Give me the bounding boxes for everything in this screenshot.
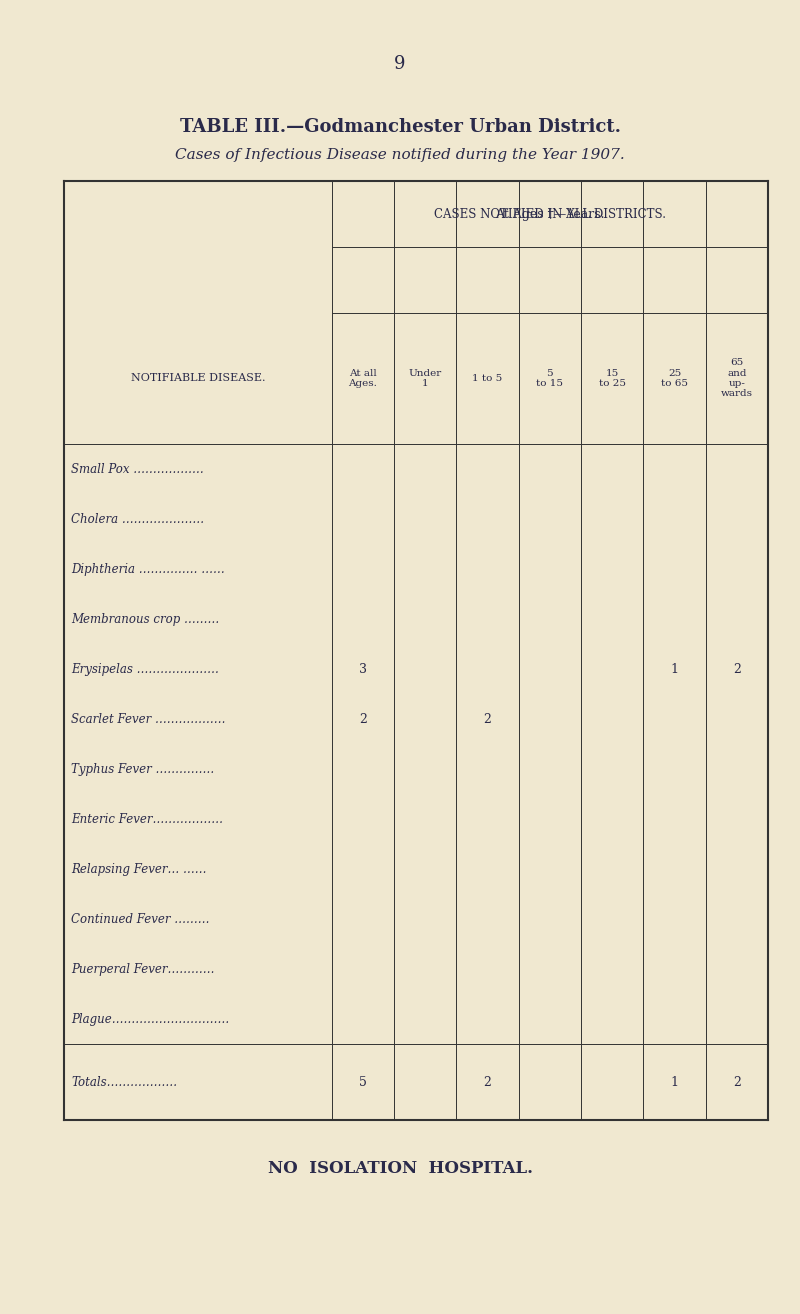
Text: Plague…………………………: Plague………………………… [71, 1013, 230, 1026]
Text: At Ages †—Years.: At Ages †—Years. [495, 208, 605, 221]
Text: 5
to 15: 5 to 15 [536, 369, 563, 388]
Text: At all
Ages.: At all Ages. [348, 369, 377, 388]
Text: 25
to 65: 25 to 65 [661, 369, 688, 388]
Text: 2: 2 [733, 1075, 741, 1088]
Text: TABLE III.—Godmanchester Urban District.: TABLE III.—Godmanchester Urban District. [179, 118, 621, 137]
Text: Continued Fever ………: Continued Fever ……… [71, 913, 210, 926]
Text: Cases of Infectious Disease notified during the Year 1907.: Cases of Infectious Disease notified dur… [175, 148, 625, 163]
Text: 5: 5 [358, 1075, 366, 1088]
Text: Scarlet Fever ………………: Scarlet Fever ……………… [71, 712, 226, 725]
Text: Diphtheria …………… ……: Diphtheria …………… …… [71, 562, 225, 576]
Text: Enteric Fever………………: Enteric Fever……………… [71, 813, 223, 825]
Text: Relapsing Fever… ……: Relapsing Fever… …… [71, 863, 206, 876]
Text: CASES NOTIFIED IN ALL DISTRICTS.: CASES NOTIFIED IN ALL DISTRICTS. [434, 208, 666, 221]
Text: Under
1: Under 1 [409, 369, 442, 388]
Text: Small Pox ………………: Small Pox ……………… [71, 463, 204, 476]
Text: Typhus Fever ……………: Typhus Fever …………… [71, 762, 214, 775]
Text: 2: 2 [483, 1075, 491, 1088]
Text: 1: 1 [670, 1075, 678, 1088]
Text: 65
and
up-
wards: 65 and up- wards [721, 359, 753, 398]
Text: Puerperal Fever…………: Puerperal Fever………… [71, 963, 214, 976]
Text: Cholera …………………: Cholera ………………… [71, 512, 204, 526]
Text: Membranous crop ………: Membranous crop ……… [71, 612, 219, 625]
Text: 2: 2 [483, 712, 491, 725]
Text: 15
to 25: 15 to 25 [598, 369, 626, 388]
Text: Totals………………: Totals……………… [71, 1075, 177, 1088]
Text: 2: 2 [358, 712, 366, 725]
Text: 2: 2 [733, 662, 741, 675]
Text: Erysipelas …………………: Erysipelas ………………… [71, 662, 219, 675]
Text: NOTIFIABLE DISEASE.: NOTIFIABLE DISEASE. [130, 373, 265, 384]
Text: 1 to 5: 1 to 5 [472, 374, 502, 382]
Text: 9: 9 [394, 55, 406, 74]
Text: 3: 3 [358, 662, 366, 675]
Text: NO  ISOLATION  HOSPITAL.: NO ISOLATION HOSPITAL. [267, 1160, 533, 1177]
Text: 1: 1 [670, 662, 678, 675]
